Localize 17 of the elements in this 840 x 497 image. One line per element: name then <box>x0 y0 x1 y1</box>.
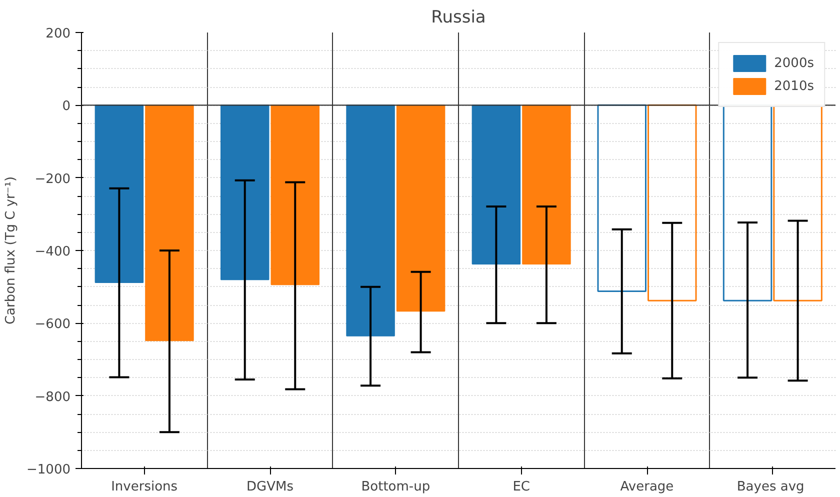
x-tick-label: Inversions <box>111 480 178 494</box>
y-tick-label: −800 <box>34 390 71 405</box>
y-tick-label: −400 <box>34 244 71 260</box>
legend-label: 2010s <box>774 78 814 94</box>
y-axis-title: Carbon flux (Tg C yr⁻¹) <box>4 176 19 325</box>
x-tick-label: EC <box>512 480 530 494</box>
x-tick-label: Bayes avg <box>736 480 804 494</box>
legend-label: 2000s <box>774 56 814 70</box>
y-tick-label: −200 <box>34 172 71 187</box>
x-tick-label: Bottom-up <box>361 480 430 494</box>
y-tick-label: −600 <box>34 317 71 332</box>
y-tick-label: 200 <box>46 26 71 42</box>
x-tick-label: Average <box>620 480 674 494</box>
y-tick-label: −1000 <box>26 462 71 478</box>
chart-title: Russia <box>431 8 486 28</box>
y-tick-label: 0 <box>62 99 71 114</box>
x-tick-label: DGVMs <box>246 480 294 494</box>
